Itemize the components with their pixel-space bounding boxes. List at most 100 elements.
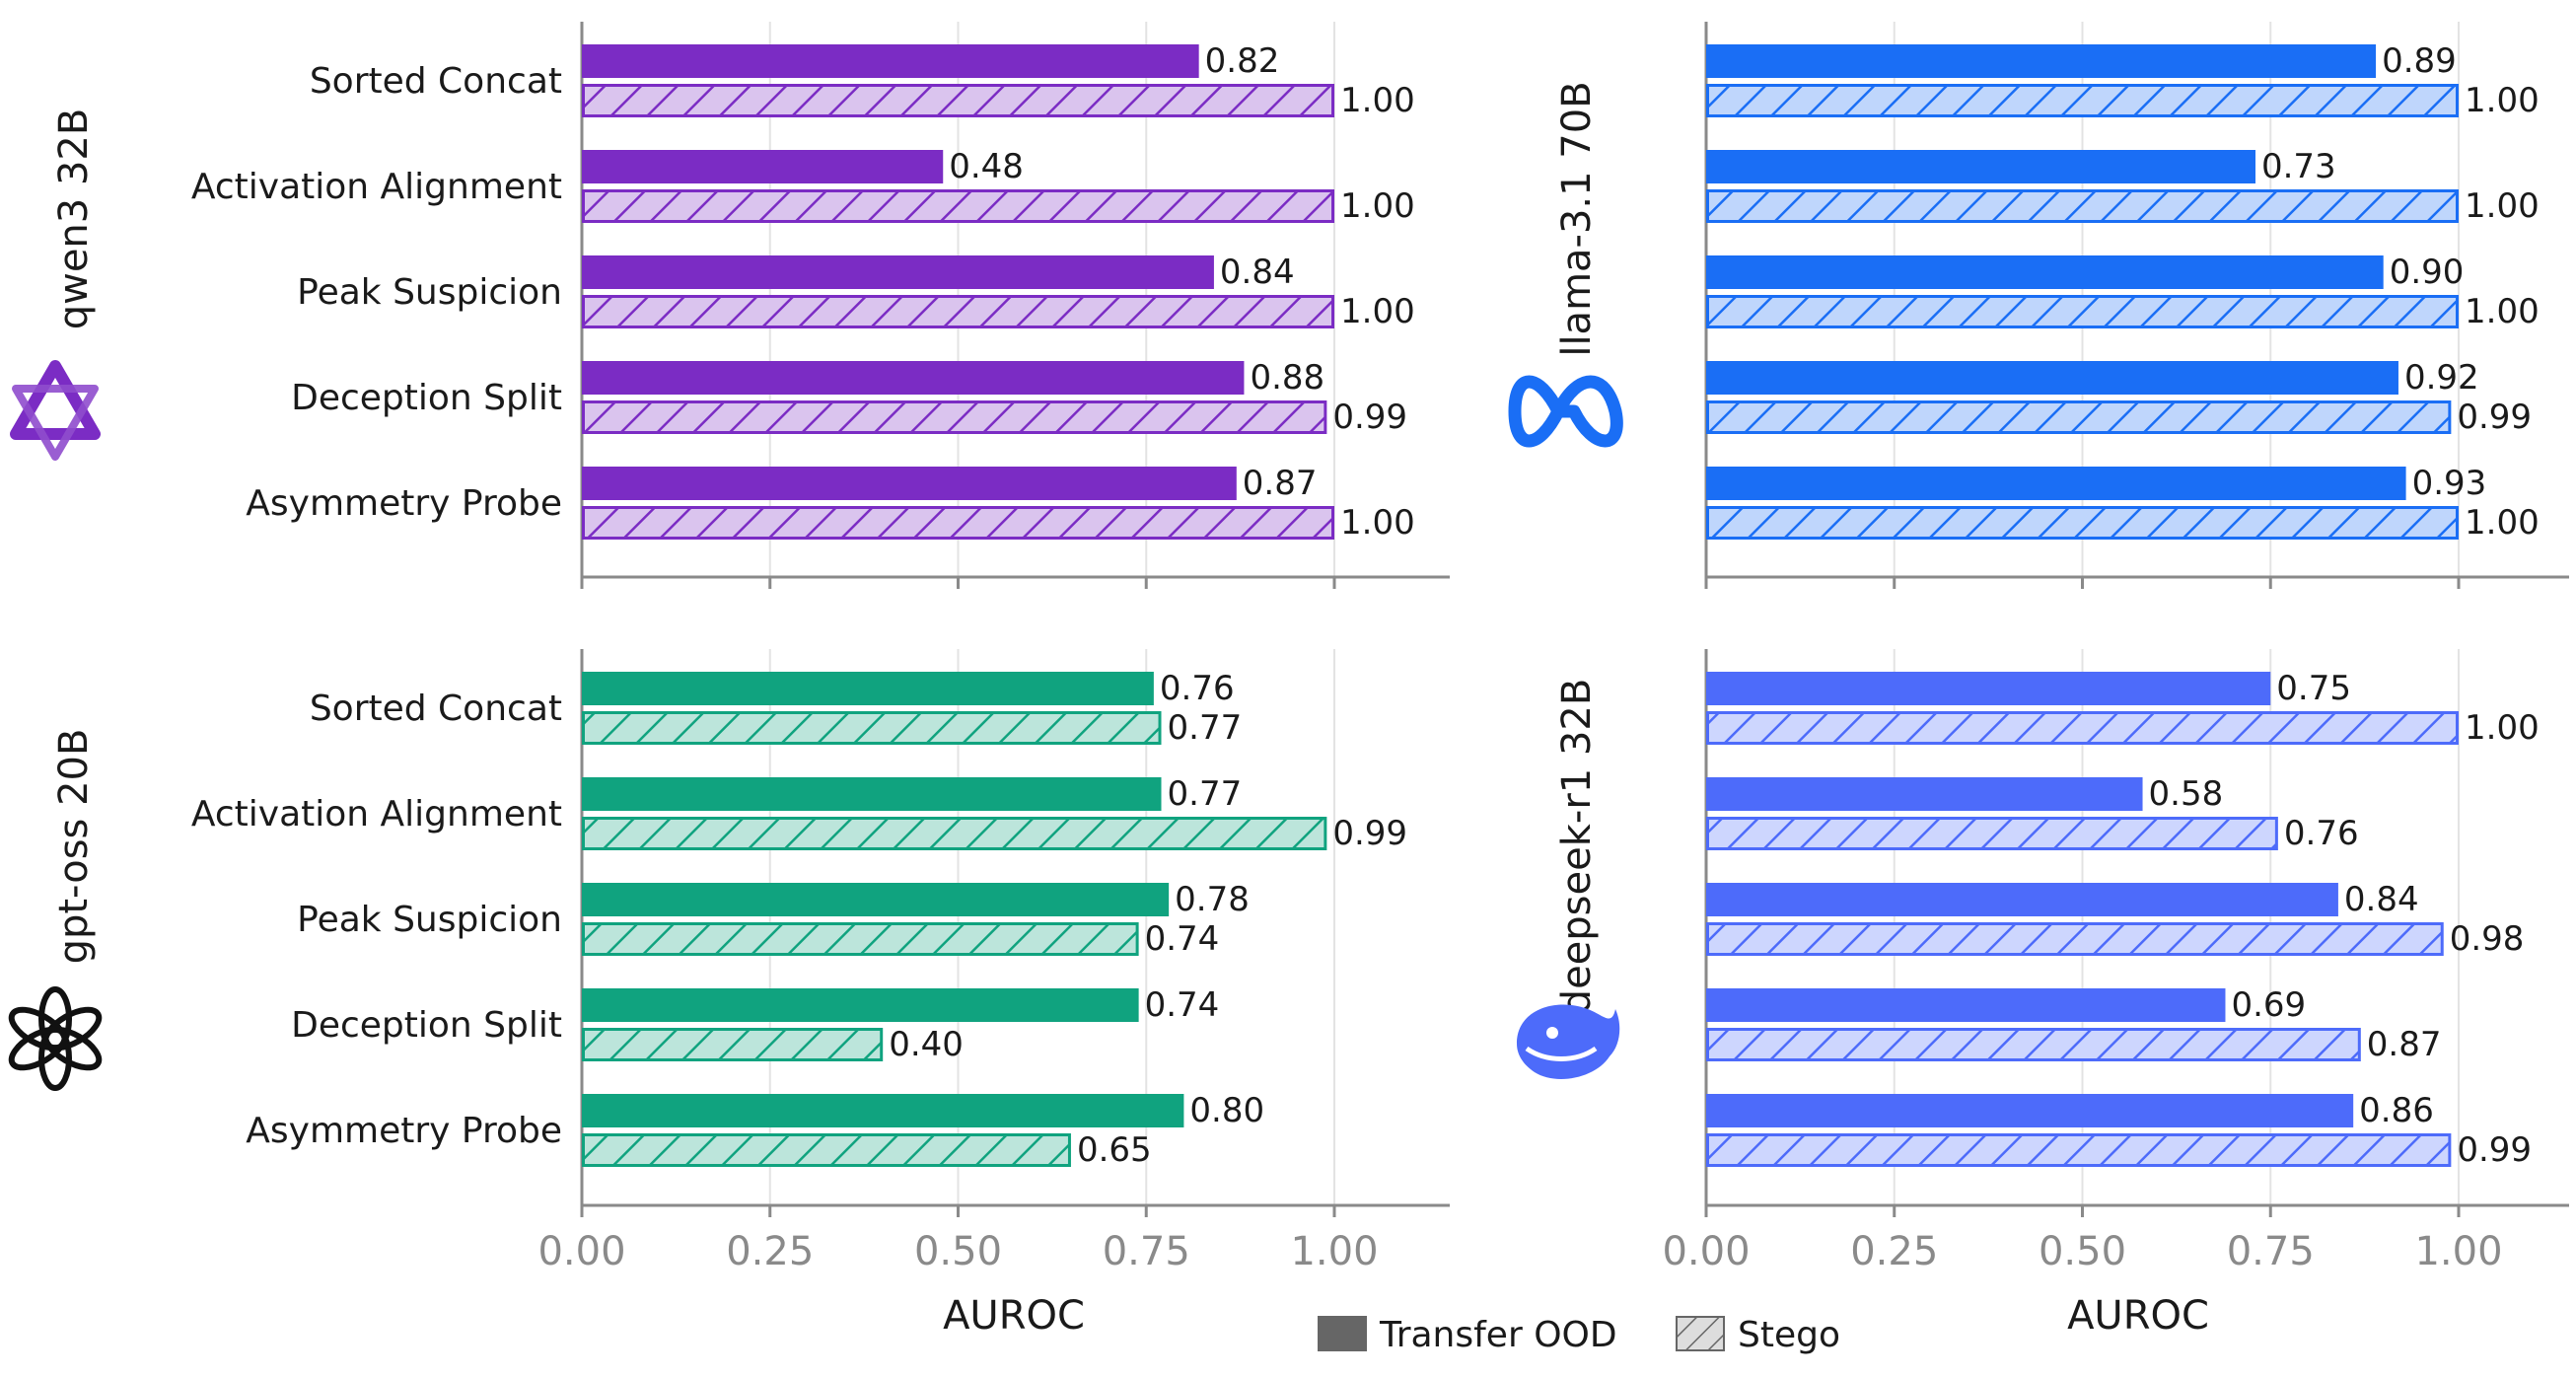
x-tick-label: 0.50	[2039, 1229, 2126, 1274]
x-axis-title: AUROC	[943, 1293, 1085, 1339]
value-label: 0.99	[2457, 1130, 2532, 1170]
value-label: 0.99	[2457, 398, 2532, 437]
bar-transfer-ood	[582, 672, 1154, 705]
value-label: 0.98	[2450, 919, 2525, 959]
value-label: 1.00	[2465, 292, 2540, 331]
bar-transfer-ood	[1706, 255, 2384, 289]
legend-swatch	[1318, 1316, 1367, 1351]
bar-stego	[582, 295, 1334, 328]
model-label: qwen3 32B	[51, 109, 97, 330]
value-label: 0.78	[1175, 880, 1250, 919]
x-tick-label: 0.75	[1103, 1229, 1190, 1274]
value-label: 0.88	[1250, 358, 1324, 398]
bar-transfer-ood	[1706, 467, 2406, 500]
bar-transfer-ood	[582, 467, 1237, 500]
category-label: Asymmetry Probe	[246, 483, 562, 524]
value-label: 0.73	[2261, 147, 2336, 186]
x-tick-label: 0.25	[726, 1229, 814, 1274]
x-tick-label: 0.25	[1850, 1229, 1938, 1274]
value-label: 1.00	[1340, 292, 1415, 331]
bar-stego	[582, 711, 1162, 745]
value-label: 0.76	[2284, 814, 2359, 853]
category-label: Sorted Concat	[310, 61, 562, 102]
x-tick-label: 0.00	[537, 1229, 625, 1274]
bar-stego	[1706, 189, 2459, 223]
value-label: 0.90	[2390, 253, 2465, 292]
category-label: Deception Split	[291, 1005, 562, 1046]
value-label: 0.76	[1160, 669, 1235, 708]
bar-stego	[582, 189, 1334, 223]
value-label: 0.65	[1077, 1130, 1152, 1170]
bar-stego	[1706, 1028, 2361, 1061]
x-tick-label: 1.00	[2414, 1229, 2502, 1274]
category-label: Peak Suspicion	[297, 900, 562, 940]
category-label: Asymmetry Probe	[246, 1111, 562, 1151]
bar-transfer-ood	[582, 361, 1245, 395]
model-label: deepseek-r1 32B	[1554, 679, 1600, 1015]
value-label: 0.74	[1145, 985, 1220, 1025]
value-label: 0.80	[1189, 1091, 1264, 1130]
legend-item-transfer-ood: Transfer OOD	[1318, 1315, 1617, 1355]
value-label: 1.00	[1340, 81, 1415, 120]
bar-stego	[1706, 817, 2278, 850]
value-label: 0.84	[1220, 253, 1295, 292]
bar-stego	[582, 506, 1334, 540]
bar-transfer-ood	[582, 883, 1170, 916]
bar-transfer-ood	[582, 988, 1139, 1022]
bar-stego	[582, 1133, 1071, 1167]
value-label: 0.69	[2231, 985, 2306, 1025]
bar-transfer-ood	[1706, 361, 2398, 395]
value-label: 0.89	[2382, 41, 2457, 81]
panel-llama-3-1-70b: 0.891.000.731.000.901.000.920.990.931.00…	[1508, 22, 2569, 589]
bar-transfer-ood	[1706, 150, 2255, 183]
panel-deepseek-r1-32b: 0.75 1.00 0.58 0.76 0.84 0.98 0.69 0.87 0.86 0.99…	[1517, 649, 2569, 1339]
bar-transfer-ood	[1706, 44, 2377, 78]
value-label: 0.40	[889, 1025, 964, 1064]
bar-stego	[1706, 1133, 2452, 1167]
value-label: 0.84	[2344, 880, 2419, 919]
value-label: 0.87	[2367, 1025, 2442, 1064]
legend-swatch	[1676, 1316, 1725, 1351]
bar-transfer-ood	[582, 150, 944, 183]
legend: Transfer OOD Stego	[1318, 1315, 1840, 1355]
x-tick-label: 0.50	[914, 1229, 1002, 1274]
x-tick-label: 0.75	[2227, 1229, 2315, 1274]
category-label: Activation Alignment	[191, 167, 562, 207]
category-label: Sorted Concat	[310, 689, 562, 729]
value-label: 0.75	[2276, 669, 2351, 708]
value-label: 0.87	[1243, 464, 1318, 503]
x-axis-title: AUROC	[2067, 1293, 2209, 1339]
legend-label: Stego	[1738, 1315, 1840, 1355]
bar-transfer-ood	[582, 44, 1199, 78]
category-label: Peak Suspicion	[297, 272, 562, 313]
panel-qwen3-32b: Sorted Concat 0.82 1.00 Activation Alignmen…	[10, 22, 1450, 589]
bar-stego	[582, 817, 1327, 850]
bar-transfer-ood	[582, 777, 1162, 811]
bar-transfer-ood	[582, 1094, 1184, 1127]
value-label: 0.48	[949, 147, 1024, 186]
bar-transfer-ood	[1706, 1094, 2354, 1127]
value-label: 1.00	[2465, 708, 2540, 748]
model-label: llama-3.1 70B	[1554, 81, 1600, 356]
bar-stego	[1706, 400, 2452, 434]
value-label: 1.00	[2465, 503, 2540, 543]
x-tick-label: 1.00	[1290, 1229, 1378, 1274]
deepseek-whale-icon	[1517, 1004, 1620, 1079]
value-label: 0.92	[2404, 358, 2479, 398]
model-label: gpt-oss 20B	[51, 729, 97, 965]
category-label: Deception Split	[291, 378, 562, 418]
value-label: 0.86	[2359, 1091, 2434, 1130]
value-label: 1.00	[1340, 503, 1415, 543]
bar-transfer-ood	[582, 255, 1214, 289]
value-label: 0.82	[1205, 41, 1280, 81]
bar-transfer-ood	[1706, 777, 2143, 811]
bar-stego	[1706, 84, 2459, 117]
bar-transfer-ood	[1706, 988, 2226, 1022]
bar-transfer-ood	[1706, 883, 2338, 916]
value-label: 0.58	[2149, 774, 2224, 814]
value-label: 0.93	[2412, 464, 2487, 503]
value-label: 0.77	[1168, 708, 1243, 748]
bar-stego	[1706, 295, 2459, 328]
